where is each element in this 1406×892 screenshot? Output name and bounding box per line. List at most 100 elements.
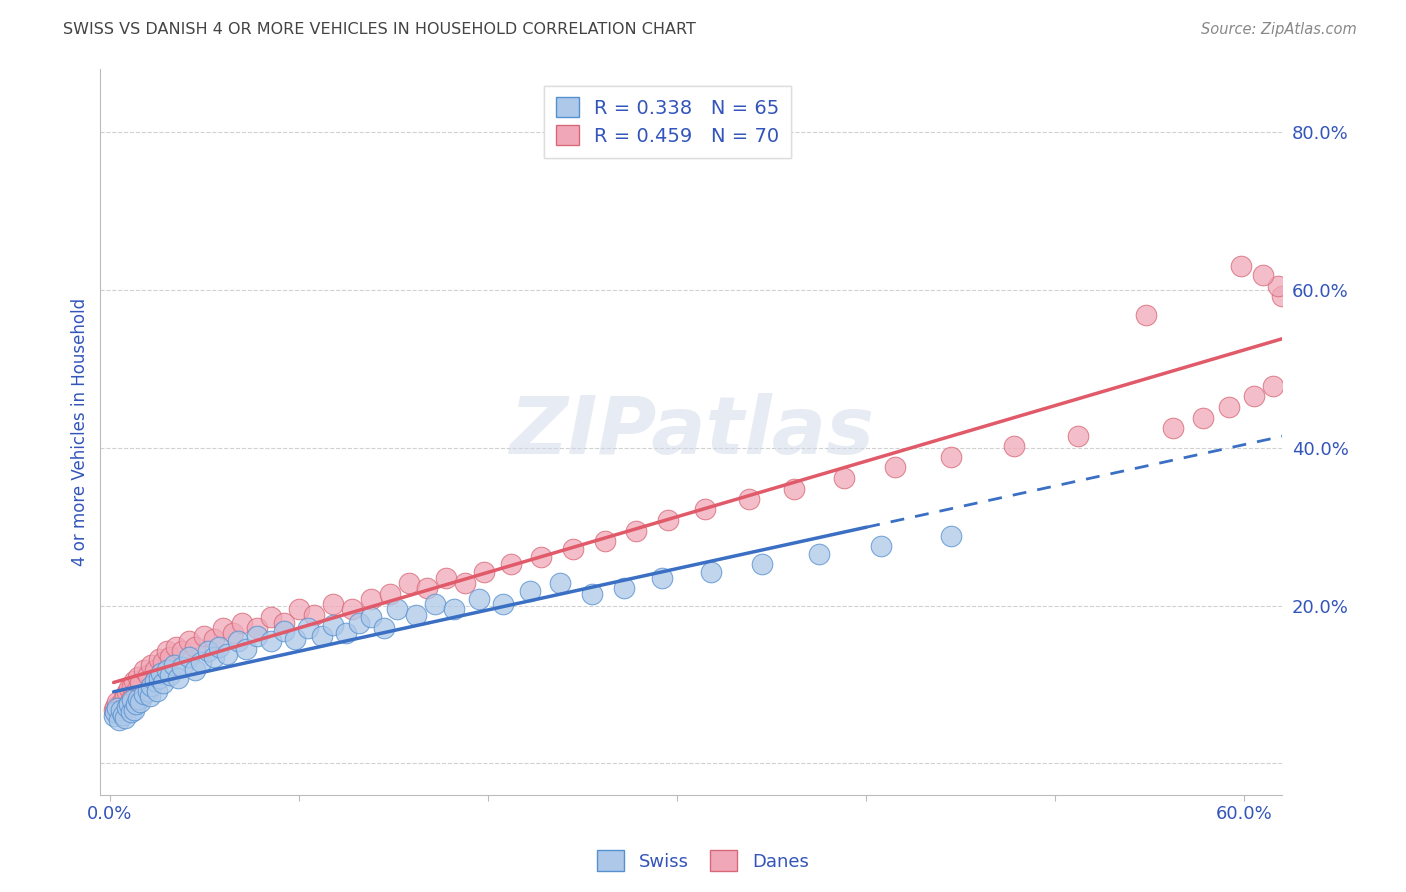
Point: [138, 690, 160, 704]
Point: [118, 698, 141, 712]
Point: [624, 524, 647, 538]
Point: [136, 683, 159, 698]
Point: [120, 705, 142, 719]
Point: [416, 581, 439, 595]
Point: [208, 640, 231, 654]
Point: [148, 671, 170, 685]
Point: [104, 705, 127, 719]
Point: [322, 597, 344, 611]
Point: [152, 676, 174, 690]
Point: [870, 539, 893, 553]
Point: [127, 691, 149, 706]
Point: [472, 566, 495, 580]
Y-axis label: 4 or more Vehicles in Household: 4 or more Vehicles in Household: [72, 298, 89, 566]
Point: [883, 460, 905, 475]
Point: [273, 615, 295, 630]
Point: [110, 703, 132, 717]
Point: [108, 713, 131, 727]
Text: Source: ZipAtlas.com: Source: ZipAtlas.com: [1201, 22, 1357, 37]
Point: [322, 618, 344, 632]
Point: [121, 693, 143, 707]
Point: [288, 602, 311, 616]
Point: [159, 668, 181, 682]
Point: [141, 679, 163, 693]
Point: [222, 626, 245, 640]
Point: [1271, 289, 1294, 303]
Point: [941, 529, 963, 543]
Point: [170, 660, 193, 674]
Point: [434, 571, 457, 585]
Point: [112, 693, 135, 707]
Point: [215, 648, 238, 662]
Point: [454, 576, 477, 591]
Point: [360, 610, 382, 624]
Point: [246, 628, 269, 642]
Point: [373, 621, 395, 635]
Point: [108, 705, 131, 719]
Point: [1267, 278, 1289, 293]
Point: [1161, 421, 1184, 435]
Point: [1067, 428, 1090, 442]
Point: [581, 587, 603, 601]
Point: [360, 592, 382, 607]
Point: [115, 699, 138, 714]
Point: [548, 576, 571, 591]
Point: [115, 685, 138, 699]
Point: [235, 642, 257, 657]
Point: [613, 581, 636, 595]
Point: [1261, 379, 1284, 393]
Point: [423, 597, 446, 611]
Point: [170, 644, 193, 658]
Point: [155, 644, 177, 658]
Point: [1243, 389, 1265, 403]
Point: [231, 615, 253, 630]
Point: [132, 687, 155, 701]
Point: [398, 576, 420, 591]
Point: [405, 607, 427, 622]
Point: [167, 671, 190, 685]
Point: [832, 470, 855, 484]
Point: [302, 607, 325, 622]
Point: [695, 502, 717, 516]
Point: [202, 632, 225, 646]
Point: [530, 549, 553, 564]
Point: [129, 695, 152, 709]
Point: [202, 649, 225, 664]
Point: [273, 624, 295, 638]
Point: [110, 698, 132, 712]
Point: [105, 701, 128, 715]
Point: [700, 566, 723, 580]
Point: [467, 592, 489, 607]
Point: [349, 615, 371, 630]
Text: SWISS VS DANISH 4 OR MORE VEHICLES IN HOUSEHOLD CORRELATION CHART: SWISS VS DANISH 4 OR MORE VEHICLES IN HO…: [63, 22, 696, 37]
Point: [228, 634, 250, 648]
Point: [197, 644, 219, 658]
Point: [136, 668, 159, 682]
Point: [311, 628, 333, 642]
Point: [1229, 259, 1251, 273]
Point: [443, 602, 465, 616]
Point: [1135, 308, 1157, 322]
Point: [103, 709, 125, 723]
Point: [259, 610, 281, 624]
Point: [492, 597, 515, 611]
Point: [246, 621, 269, 635]
Point: [112, 707, 135, 722]
Point: [807, 547, 830, 561]
Point: [651, 571, 673, 585]
Point: [163, 657, 186, 672]
Point: [340, 602, 363, 616]
Point: [148, 652, 170, 666]
Point: [751, 558, 773, 572]
Point: [114, 690, 136, 704]
Point: [378, 587, 401, 601]
Point: [941, 450, 963, 464]
Point: [519, 584, 541, 599]
Point: [783, 482, 806, 496]
Point: [103, 703, 125, 717]
Point: [738, 491, 761, 506]
Legend: R = 0.338   N = 65, R = 0.459   N = 70: R = 0.338 N = 65, R = 0.459 N = 70: [544, 86, 792, 158]
Point: [159, 649, 181, 664]
Point: [143, 673, 166, 688]
Point: [284, 632, 307, 646]
